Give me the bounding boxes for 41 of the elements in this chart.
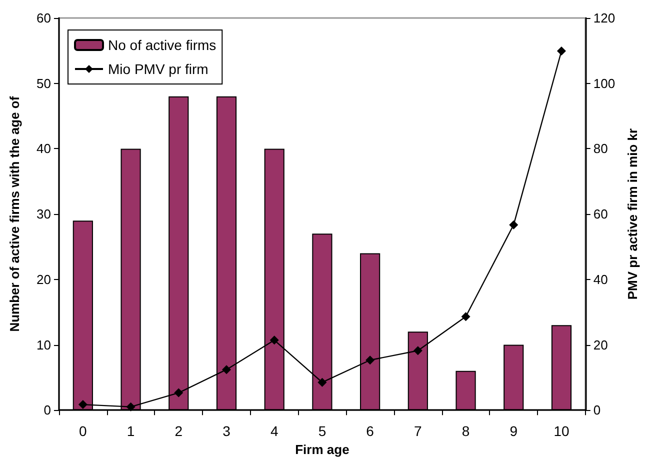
legend-label: Mio PMV pr firm xyxy=(108,61,208,77)
point xyxy=(174,388,184,398)
y2-tick-label: 120 xyxy=(593,10,616,26)
y2-tick-label: 20 xyxy=(593,337,608,352)
x-tick-label: 4 xyxy=(270,423,278,440)
point xyxy=(270,336,279,345)
x-tick-label: 2 xyxy=(174,423,183,440)
legend-label: No of active firms xyxy=(108,37,216,53)
point xyxy=(78,400,88,410)
x-tick-label: 1 xyxy=(126,423,135,440)
x-tick-label: 0 xyxy=(79,423,88,440)
y-tick-label: 0 xyxy=(44,402,51,418)
y2-tick-label: 0 xyxy=(593,402,601,418)
y2-tick-label: 100 xyxy=(593,76,616,91)
y-tick-label: 20 xyxy=(36,272,51,287)
y-tick-label: 10 xyxy=(36,337,51,352)
point xyxy=(556,46,566,56)
point xyxy=(509,220,518,230)
point xyxy=(413,346,422,356)
point xyxy=(461,312,470,322)
x-tick-label: 7 xyxy=(414,423,422,440)
y-tick-label: 50 xyxy=(36,76,51,91)
x-tick-label: 8 xyxy=(462,423,470,440)
x-tick-label: 10 xyxy=(554,423,570,440)
point xyxy=(318,378,327,387)
y2-tick-label: 80 xyxy=(593,141,608,156)
y2-tick-label: 60 xyxy=(593,206,608,222)
y-tick-label: 40 xyxy=(36,141,51,156)
y2-tick-label: 40 xyxy=(593,272,608,287)
x-tick-label: 9 xyxy=(510,423,518,440)
y-axis-title: Number of active firms with the age of xyxy=(7,96,22,332)
point xyxy=(366,356,375,365)
y2-axis-title: PMV pr active firm in mio kr xyxy=(625,128,640,300)
point xyxy=(222,365,231,374)
x-tick-label: 3 xyxy=(222,423,231,440)
y-tick-label: 30 xyxy=(36,206,51,222)
y-tick-label: 60 xyxy=(36,10,51,26)
x-axis-title: Firm age xyxy=(295,442,350,457)
point xyxy=(126,402,136,412)
x-tick-label: 6 xyxy=(366,423,374,440)
x-tick-label: 5 xyxy=(318,423,326,440)
